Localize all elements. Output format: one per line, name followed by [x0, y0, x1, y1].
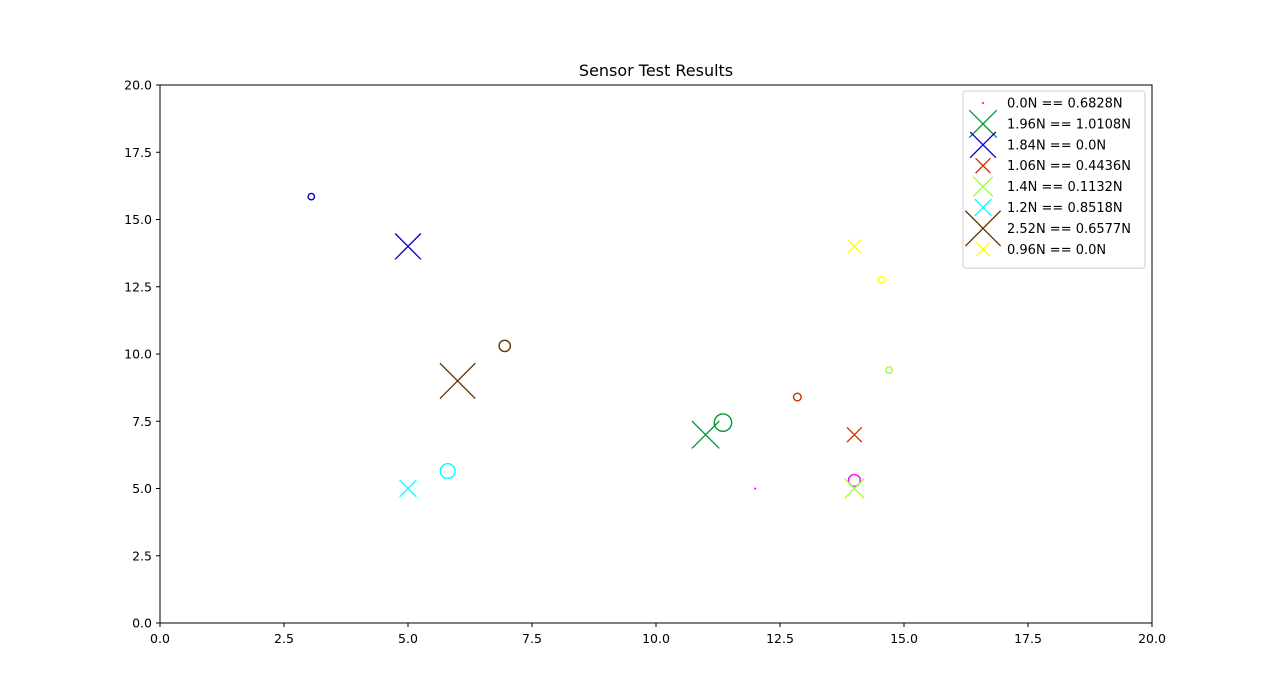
y-tick-label: 17.5	[124, 145, 152, 160]
x-tick-label: 7.5	[522, 631, 542, 646]
x-tick-label: 20.0	[1138, 631, 1166, 646]
legend-marker	[964, 210, 1002, 247]
y-tick-label: 20.0	[124, 78, 152, 93]
applied-force-marker	[439, 362, 476, 399]
legend-label: 1.84N == 0.0N	[1007, 138, 1106, 153]
x-tick-label: 12.5	[766, 631, 794, 646]
measured-force-marker	[792, 392, 802, 402]
y-tick-label: 0.0	[132, 616, 152, 631]
legend-label: 2.52N == 0.6577N	[1007, 222, 1131, 237]
legend-marker	[981, 101, 985, 105]
y-tick-label: 2.5	[132, 548, 152, 563]
legend-label: 1.96N == 1.0108N	[1007, 117, 1131, 132]
applied-force-marker	[399, 479, 417, 498]
applied-force-marker	[844, 478, 865, 499]
measured-force-marker	[439, 462, 456, 480]
measured-force-marker	[877, 276, 886, 284]
legend-marker	[969, 131, 997, 159]
y-tick-label: 12.5	[124, 279, 152, 294]
applied-force-marker	[846, 426, 863, 443]
applied-force-marker	[394, 233, 422, 260]
x-tick-label: 5.0	[398, 631, 418, 646]
measured-force-marker	[713, 413, 733, 432]
legend-marker	[974, 198, 992, 217]
legend: 0.0N == 0.6828N 1.96N == 1.0108N 1.84N == …	[962, 90, 1146, 269]
applied-force-marker	[754, 487, 757, 490]
applied-force-marker	[847, 239, 862, 254]
plot-area-frame	[159, 84, 1153, 624]
x-tick-label: 15.0	[890, 631, 918, 646]
y-tick-label: 5.0	[132, 481, 152, 496]
y-tick-label: 10.0	[124, 347, 152, 362]
x-tick-label: 17.5	[1014, 631, 1042, 646]
chart-title: Sensor Test Results	[579, 61, 733, 80]
legend-box	[962, 90, 1146, 269]
x-tick-label: 0.0	[150, 631, 170, 646]
measured-force-marker	[847, 473, 861, 488]
legend-marker	[968, 109, 998, 139]
measured-force-marker	[498, 339, 512, 353]
measured-force-marker	[885, 366, 894, 375]
legend-label: 1.06N == 0.4436N	[1007, 159, 1131, 174]
legend-label: 0.96N == 0.0N	[1007, 243, 1106, 258]
x-tick-label: 10.0	[642, 631, 670, 646]
measured-force-marker	[307, 192, 316, 201]
legend-label: 1.4N == 0.1132N	[1007, 180, 1123, 195]
legend-marker	[975, 157, 991, 174]
legend-marker	[972, 176, 994, 197]
axis-ticks: 0.0 2.5 5.0 7.5 10.0 12.5 15.0 17.5 20.0 0.0 2.5 5.…	[124, 78, 1166, 647]
x-tick-label: 2.5	[274, 631, 294, 646]
legend-label: 0.0N == 0.6828N	[1007, 97, 1123, 112]
y-tick-label: 7.5	[132, 414, 152, 429]
y-tick-label: 15.0	[124, 212, 152, 227]
legend-label: 1.2N == 0.8518N	[1007, 201, 1123, 216]
data-marks	[307, 192, 894, 499]
legend-marker	[975, 242, 991, 257]
